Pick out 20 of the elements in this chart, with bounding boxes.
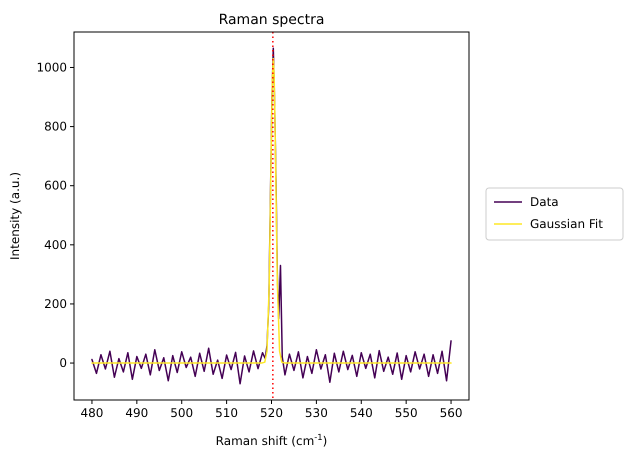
- y-tick-label: 200: [44, 296, 67, 311]
- chart-title: Raman spectra: [218, 12, 324, 28]
- y-tick-label: 600: [44, 178, 67, 193]
- legend-label: Gaussian Fit: [530, 217, 604, 231]
- x-tick-label: 540: [350, 406, 373, 420]
- x-tick-label: 520: [260, 406, 283, 420]
- y-axis-title: Intensity (a.u.): [8, 172, 22, 260]
- x-tick-label: 510: [215, 406, 238, 420]
- x-tick-label: 560: [440, 406, 462, 420]
- y-tick-label: 400: [44, 238, 67, 252]
- y-tick-label: 0: [59, 356, 67, 370]
- x-tick-label: 490: [125, 406, 148, 420]
- y-tick-label: 800: [44, 120, 67, 134]
- x-tick-label: 530: [304, 406, 328, 420]
- y-tick-label: 1000: [36, 60, 67, 74]
- x-tick-label: 480: [80, 406, 104, 420]
- x-axis-title: Raman shift (cm$^{-1}$): [216, 432, 328, 448]
- x-tick-label: 500: [170, 406, 194, 420]
- x-tick-label: 550: [394, 406, 418, 420]
- legend-label: Data: [530, 195, 559, 209]
